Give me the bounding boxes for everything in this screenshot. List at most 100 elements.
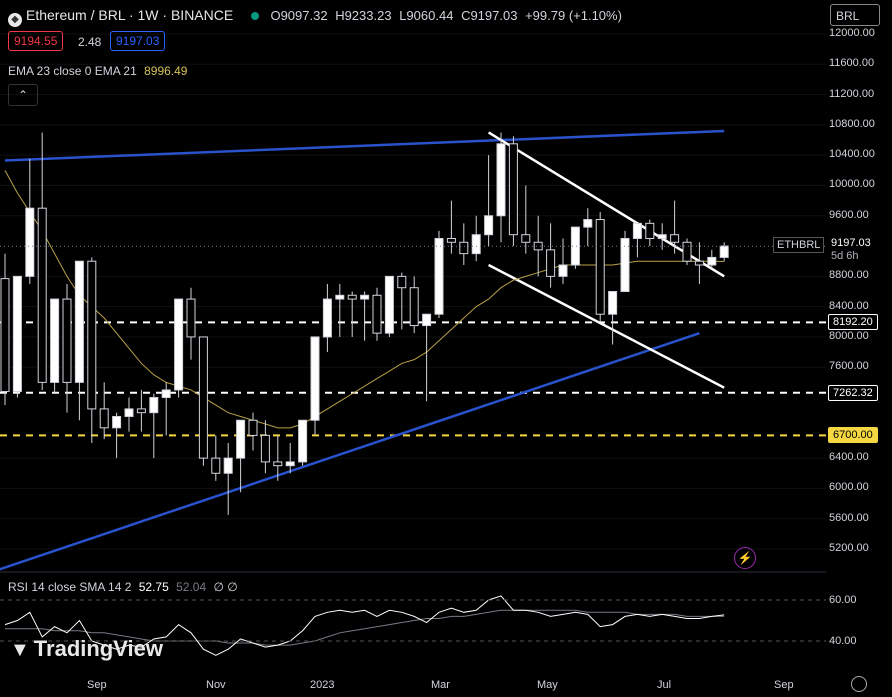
price-axis-label: 11200.00 <box>829 87 875 100</box>
price-axis-label: 10400.00 <box>829 148 875 161</box>
time-label-mar: Mar <box>431 679 450 691</box>
price-axis-label: 5200.00 <box>829 542 869 554</box>
symbol-header[interactable]: ◆ Ethereum / BRL · 1W · BINANCE O9097.32 … <box>8 7 622 27</box>
ema-value: 8996.49 <box>144 64 188 78</box>
candle-up <box>558 264 568 277</box>
candle-up <box>310 336 320 421</box>
countdown-value: 5d 6h <box>831 250 859 262</box>
candle-down <box>62 298 72 383</box>
candle-up <box>471 234 481 255</box>
candle-up <box>149 397 159 414</box>
market-status-icon <box>250 12 259 20</box>
candle-up <box>360 294 370 300</box>
candle-down <box>409 287 419 327</box>
candle-down <box>0 278 10 392</box>
level-price-tag: 7262.32 <box>828 384 878 401</box>
price-axis-label: 10000.00 <box>829 178 875 191</box>
candle-down <box>260 434 270 463</box>
time-label-nov: Nov <box>206 679 226 691</box>
candle-up <box>707 256 717 266</box>
last-price-value: 9197.03 <box>831 237 871 249</box>
candle-down <box>595 219 605 315</box>
candle-up <box>620 237 630 292</box>
candle-down <box>508 143 518 236</box>
candle-down <box>136 408 146 414</box>
price-axis-label: 8000.00 <box>829 329 869 342</box>
price-axis-label: 11600.00 <box>829 57 875 70</box>
candle-down <box>521 234 531 243</box>
price-axis-label: 9600.00 <box>829 208 869 221</box>
candle-up <box>298 419 308 463</box>
candle-down <box>372 294 382 334</box>
candle-up <box>570 226 580 266</box>
candle-up <box>174 298 184 391</box>
candle-down <box>533 241 543 251</box>
price-axis-label: 10800.00 <box>829 117 875 130</box>
candle-up <box>322 298 332 338</box>
candle-down <box>211 457 221 474</box>
ticker-tag: ETHBRL <box>773 237 825 253</box>
candle-down <box>397 275 407 289</box>
watermark-text: TradingView <box>33 636 163 661</box>
candle-up <box>236 419 246 459</box>
candle-up <box>496 143 506 217</box>
candle-down <box>99 408 109 429</box>
candle-down <box>198 336 208 459</box>
candle-up <box>124 408 134 417</box>
ema-label: EMA 23 close 0 EMA 21 <box>8 64 137 78</box>
last-price-tag: 9197.03 5d 6h <box>828 236 882 264</box>
ethereum-icon: ◆ <box>8 13 22 27</box>
bid-price[interactable]: 9194.55 <box>8 31 64 51</box>
candle-down <box>645 222 655 239</box>
candle-down <box>459 241 469 255</box>
time-label-sep: Sep <box>87 679 107 691</box>
high-value: H9233.23 <box>335 8 392 23</box>
settings-gear-icon[interactable] <box>851 676 867 692</box>
chevron-up-icon: ⌃ <box>17 88 29 102</box>
rsi-extra: ∅ ∅ <box>213 580 238 594</box>
time-label-jul: Jul <box>657 679 672 691</box>
ema-legend[interactable]: EMA 23 close 0 EMA 21 8996.49 <box>8 64 187 78</box>
level-price-tag: 8192.20 <box>828 314 878 331</box>
candle-up <box>632 222 642 239</box>
candle-up <box>384 275 394 334</box>
candle-down <box>87 260 97 410</box>
candle-down <box>248 419 258 436</box>
candle-up <box>161 389 171 399</box>
low-value: L9060.44 <box>399 8 454 23</box>
candle-down <box>37 207 47 383</box>
price-axis-label: 6000.00 <box>829 481 869 494</box>
candle-up <box>484 215 494 236</box>
currency-button[interactable]: BRL <box>830 4 880 26</box>
rsi-value: 52.75 <box>138 580 169 594</box>
rsi-line <box>4 595 725 656</box>
open-value: O9097.32 <box>270 8 328 23</box>
symbol-title: Ethereum / BRL · 1W · BINANCE <box>26 7 234 23</box>
trendline-channel-bottom <box>488 263 725 389</box>
candle-up <box>608 291 618 315</box>
close-value: C9197.03 <box>461 8 518 23</box>
spread-value: 2.48 <box>78 35 102 49</box>
candle-up <box>719 245 729 258</box>
price-axis-label: 8800.00 <box>829 269 869 282</box>
time-label-may: May <box>537 679 558 691</box>
tradingview-logo: ▼ TradingView <box>10 636 163 662</box>
price-axis-label: 12000.00 <box>829 27 875 39</box>
candle-down <box>682 241 692 262</box>
candle-down <box>694 260 704 266</box>
collapse-legend-button[interactable]: ⌃ <box>8 84 38 106</box>
rsi-axis-40: 40.00 <box>829 635 857 647</box>
ask-price[interactable]: 9197.03 <box>110 31 166 51</box>
lightning-icon[interactable]: ⚡ <box>734 547 756 569</box>
rsi-legend[interactable]: RSI 14 close SMA 14 2 52.75 52.04 ∅ ∅ <box>8 580 238 594</box>
candle-up <box>74 260 84 383</box>
candle-down <box>186 298 196 338</box>
candle-up <box>434 237 444 315</box>
time-label-sep-2: Sep <box>774 679 794 691</box>
candle-up <box>50 298 60 383</box>
rsi-sma-line <box>5 609 725 646</box>
candle-up <box>335 294 345 300</box>
rsi-axis-60: 60.00 <box>829 594 857 606</box>
candle-up <box>657 234 667 239</box>
